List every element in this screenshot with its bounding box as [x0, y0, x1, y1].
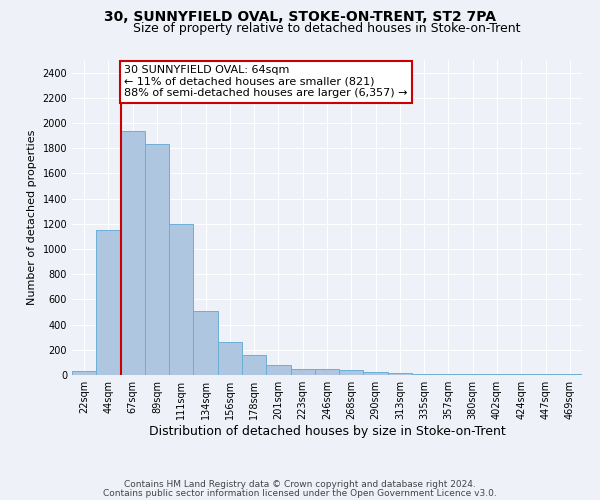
Bar: [290, 368, 315, 375]
Bar: [509, 374, 533, 375]
Bar: [169, 224, 193, 375]
Text: Contains public sector information licensed under the Open Government Licence v3: Contains public sector information licen…: [103, 488, 497, 498]
Bar: [72, 371, 96, 375]
Text: 30, SUNNYFIELD OVAL, STOKE-ON-TRENT, ST2 7PA: 30, SUNNYFIELD OVAL, STOKE-ON-TRENT, ST2…: [104, 10, 496, 24]
Bar: [436, 374, 461, 375]
X-axis label: Distribution of detached houses by size in Stoke-on-Trent: Distribution of detached houses by size …: [149, 425, 505, 438]
Bar: [121, 130, 145, 375]
Bar: [388, 372, 412, 375]
Title: Size of property relative to detached houses in Stoke-on-Trent: Size of property relative to detached ho…: [133, 22, 521, 35]
Bar: [96, 230, 121, 375]
Bar: [485, 374, 509, 375]
Y-axis label: Number of detached properties: Number of detached properties: [27, 130, 37, 305]
Text: 30 SUNNYFIELD OVAL: 64sqm
← 11% of detached houses are smaller (821)
88% of semi: 30 SUNNYFIELD OVAL: 64sqm ← 11% of detac…: [124, 65, 408, 98]
Bar: [218, 342, 242, 375]
Text: Contains HM Land Registry data © Crown copyright and database right 2024.: Contains HM Land Registry data © Crown c…: [124, 480, 476, 489]
Bar: [412, 374, 436, 375]
Bar: [193, 310, 218, 375]
Bar: [266, 365, 290, 375]
Bar: [242, 356, 266, 375]
Bar: [339, 370, 364, 375]
Bar: [364, 372, 388, 375]
Bar: [145, 144, 169, 375]
Bar: [461, 374, 485, 375]
Bar: [533, 374, 558, 375]
Bar: [558, 374, 582, 375]
Bar: [315, 370, 339, 375]
